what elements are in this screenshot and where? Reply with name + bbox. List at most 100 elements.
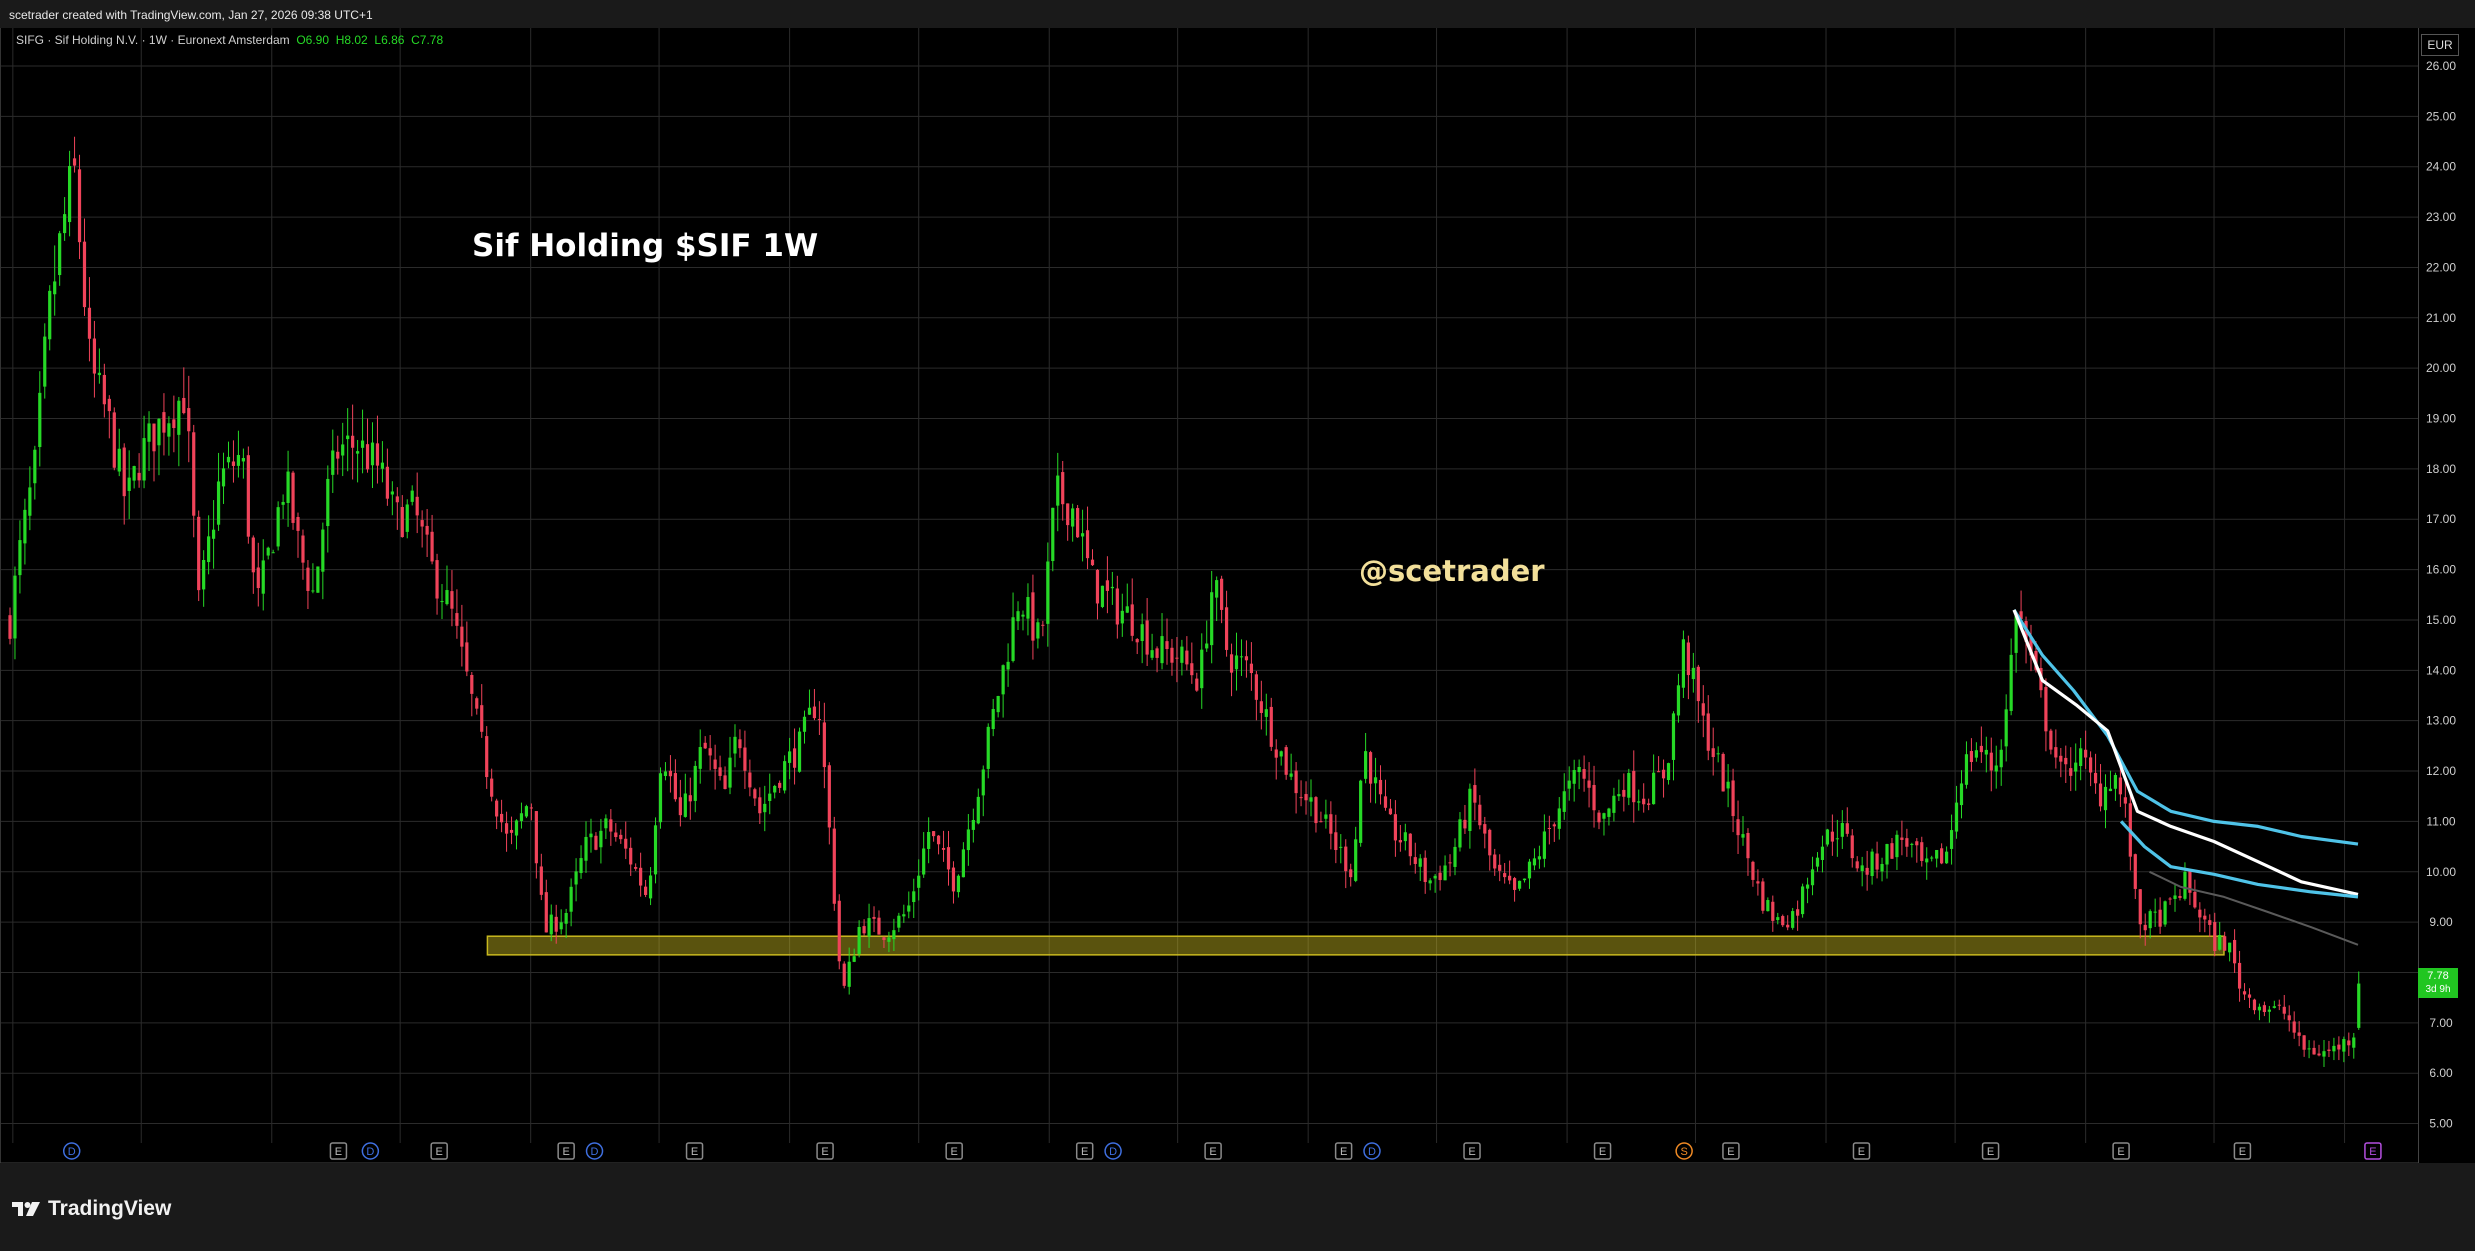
- candle-body: [495, 800, 499, 817]
- candle-body: [291, 472, 295, 523]
- split-marker: [1675, 1142, 1693, 1160]
- candle-body: [1085, 530, 1090, 559]
- candle-body: [370, 442, 375, 466]
- candle-body: [971, 819, 975, 830]
- symbol-legend[interactable]: SIFG · Sif Holding N.V. · 1W · Euronext …: [16, 33, 443, 47]
- candle-body: [827, 765, 831, 828]
- candle-body: [629, 847, 633, 865]
- candle-body: [43, 336, 47, 387]
- candle-body: [1622, 789, 1626, 797]
- ohlc-high: H8.02: [335, 33, 368, 47]
- candle-body: [1666, 763, 1671, 780]
- candle-body: [107, 398, 111, 412]
- moving-average-line: [2119, 820, 2359, 899]
- candle-body: [2297, 1032, 2301, 1036]
- candle-body: [1587, 780, 1591, 788]
- candle-body: [167, 423, 171, 437]
- candle-body: [132, 466, 136, 481]
- candle-body: [2178, 895, 2182, 898]
- candle-body: [1612, 795, 1616, 813]
- earnings-marker: [1075, 1142, 1094, 1160]
- candle-body: [1572, 770, 1576, 784]
- candle-body: [236, 455, 241, 466]
- candle-body: [539, 866, 543, 895]
- candle-body: [2093, 772, 2098, 784]
- candle-body: [1170, 647, 1174, 663]
- candle-body: [2123, 797, 2127, 804]
- moving-average-line: [2012, 609, 2359, 846]
- candle-body: [1805, 884, 1810, 889]
- candle-body: [1160, 636, 1164, 664]
- candle-body: [837, 900, 841, 962]
- candle-body: [922, 848, 926, 875]
- candle-body: [2252, 999, 2257, 1011]
- candle-body: [2019, 611, 2023, 619]
- candle-body: [1661, 769, 1666, 779]
- candle-body: [470, 674, 474, 694]
- candle-body: [1334, 832, 1338, 851]
- y-tick-label: 11.00: [2426, 814, 2455, 828]
- candle-body: [2163, 901, 2167, 925]
- candle-body: [2218, 935, 2222, 950]
- y-tick-label: 22.00: [2426, 260, 2456, 274]
- candle-body: [400, 507, 404, 538]
- candle-body: [2168, 898, 2172, 900]
- candle-body: [559, 922, 563, 930]
- candle-body: [1200, 649, 1204, 689]
- event-marker-letter: D: [1109, 1146, 1117, 1158]
- candle-body: [2004, 709, 2008, 747]
- candle-body: [38, 392, 42, 448]
- candle-body: [1140, 624, 1144, 642]
- candle-body: [1378, 779, 1383, 795]
- event-marker-letter: E: [1081, 1146, 1088, 1158]
- candle-body: [1825, 829, 1830, 845]
- earnings-marker: [1463, 1142, 1481, 1160]
- candle-body: [2118, 777, 2122, 795]
- candle-body: [951, 867, 956, 892]
- currency-button[interactable]: EUR: [2421, 34, 2459, 56]
- candle-body: [2193, 891, 2197, 908]
- candle-body: [390, 491, 394, 495]
- candle-body: [2342, 1039, 2346, 1052]
- tradingview-logo[interactable]: TradingView: [12, 1197, 171, 1221]
- candle-body: [1304, 794, 1308, 801]
- candle-body: [1895, 834, 1899, 858]
- candle-body: [485, 736, 489, 778]
- candle-body: [87, 307, 92, 339]
- candle-body: [1254, 674, 1258, 700]
- candle-body: [226, 456, 231, 463]
- y-tick-label: 26.00: [2426, 59, 2456, 73]
- earnings-marker: [1593, 1142, 1612, 1160]
- support-zone: [486, 935, 2225, 956]
- candle-body: [1026, 597, 1030, 619]
- candle-body: [1885, 844, 1889, 865]
- candle-body: [2113, 774, 2118, 789]
- candle-body: [1403, 832, 1407, 842]
- candle-body: [286, 471, 290, 503]
- candle-body: [1761, 881, 1765, 911]
- candle-body: [688, 795, 692, 802]
- y-tick-label: 16.00: [2426, 563, 2456, 577]
- candle-body: [360, 440, 365, 448]
- candle-body: [450, 591, 454, 609]
- bar-countdown: 3d 9h: [2425, 983, 2451, 995]
- ohlc-open: O6.90: [296, 33, 330, 47]
- candle-body: [2084, 749, 2088, 758]
- candle-body: [1458, 819, 1462, 848]
- candle-body: [981, 769, 985, 796]
- candle-body: [172, 419, 176, 429]
- candle-body: [1637, 801, 1641, 803]
- candle-body: [2302, 1035, 2306, 1050]
- candle-body: [867, 918, 871, 937]
- candle-body: [296, 517, 300, 531]
- last-price-value: 7.78: [2427, 969, 2449, 982]
- candle-body: [1875, 853, 1879, 870]
- top-bar: scetrader created with TradingView.com, …: [0, 0, 2475, 28]
- candle-body: [92, 338, 97, 374]
- candle-body: [1299, 797, 1303, 799]
- dividend-marker: [361, 1142, 380, 1160]
- candle-body: [1592, 784, 1596, 811]
- candle-body: [1617, 794, 1621, 797]
- candle-body: [1344, 846, 1348, 872]
